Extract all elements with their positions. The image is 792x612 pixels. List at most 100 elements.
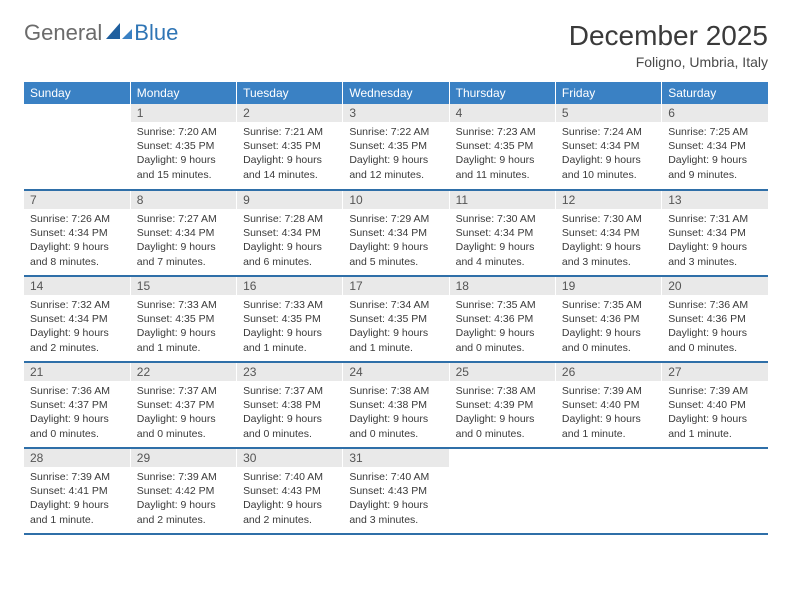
daylight-line: Daylight: 9 hours and 3 minutes.: [562, 240, 655, 268]
day-number: 18: [450, 277, 555, 295]
calendar-day-cell: 6Sunrise: 7:25 AMSunset: 4:34 PMDaylight…: [662, 104, 768, 190]
daylight-line: Daylight: 9 hours and 0 minutes.: [349, 412, 442, 440]
day-number: 30: [237, 449, 342, 467]
daylight-line: Daylight: 9 hours and 0 minutes.: [456, 326, 549, 354]
sunset-line: Sunset: 4:35 PM: [137, 139, 230, 153]
calendar-day-cell: 1Sunrise: 7:20 AMSunset: 4:35 PMDaylight…: [130, 104, 236, 190]
weekday-header-row: Sunday Monday Tuesday Wednesday Thursday…: [24, 82, 768, 104]
day-details: Sunrise: 7:40 AMSunset: 4:43 PMDaylight:…: [343, 467, 448, 531]
daylight-line: Daylight: 9 hours and 0 minutes.: [456, 412, 549, 440]
day-number: 26: [556, 363, 661, 381]
day-number: 11: [450, 191, 555, 209]
sunset-line: Sunset: 4:36 PM: [668, 312, 762, 326]
calendar-day-cell: 24Sunrise: 7:38 AMSunset: 4:38 PMDayligh…: [343, 362, 449, 448]
sunset-line: Sunset: 4:38 PM: [243, 398, 336, 412]
calendar-day-cell: [24, 104, 130, 190]
day-details: Sunrise: 7:33 AMSunset: 4:35 PMDaylight:…: [237, 295, 342, 359]
day-details: Sunrise: 7:37 AMSunset: 4:38 PMDaylight:…: [237, 381, 342, 445]
daylight-line: Daylight: 9 hours and 1 minute.: [30, 498, 124, 526]
sunrise-line: Sunrise: 7:28 AM: [243, 212, 336, 226]
sunrise-line: Sunrise: 7:21 AM: [243, 125, 336, 139]
day-details: Sunrise: 7:27 AMSunset: 4:34 PMDaylight:…: [131, 209, 236, 273]
calendar-week-row: 28Sunrise: 7:39 AMSunset: 4:41 PMDayligh…: [24, 448, 768, 534]
day-number: 24: [343, 363, 448, 381]
calendar-day-cell: 19Sunrise: 7:35 AMSunset: 4:36 PMDayligh…: [555, 276, 661, 362]
calendar-day-cell: 4Sunrise: 7:23 AMSunset: 4:35 PMDaylight…: [449, 104, 555, 190]
sunrise-line: Sunrise: 7:30 AM: [562, 212, 655, 226]
calendar-day-cell: 22Sunrise: 7:37 AMSunset: 4:37 PMDayligh…: [130, 362, 236, 448]
day-number: 9: [237, 191, 342, 209]
daylight-line: Daylight: 9 hours and 1 minute.: [137, 326, 230, 354]
sunrise-line: Sunrise: 7:31 AM: [668, 212, 762, 226]
day-details: Sunrise: 7:35 AMSunset: 4:36 PMDaylight:…: [556, 295, 661, 359]
sunrise-line: Sunrise: 7:25 AM: [668, 125, 762, 139]
day-details: Sunrise: 7:39 AMSunset: 4:41 PMDaylight:…: [24, 467, 130, 531]
day-number: 16: [237, 277, 342, 295]
day-number: 5: [556, 104, 661, 122]
day-number: 19: [556, 277, 661, 295]
calendar-day-cell: 21Sunrise: 7:36 AMSunset: 4:37 PMDayligh…: [24, 362, 130, 448]
sunset-line: Sunset: 4:34 PM: [137, 226, 230, 240]
sunrise-line: Sunrise: 7:29 AM: [349, 212, 442, 226]
calendar-day-cell: 26Sunrise: 7:39 AMSunset: 4:40 PMDayligh…: [555, 362, 661, 448]
day-details: Sunrise: 7:31 AMSunset: 4:34 PMDaylight:…: [662, 209, 768, 273]
sunrise-line: Sunrise: 7:39 AM: [30, 470, 124, 484]
calendar-day-cell: 15Sunrise: 7:33 AMSunset: 4:35 PMDayligh…: [130, 276, 236, 362]
sunrise-line: Sunrise: 7:20 AM: [137, 125, 230, 139]
calendar-day-cell: 14Sunrise: 7:32 AMSunset: 4:34 PMDayligh…: [24, 276, 130, 362]
calendar-week-row: 21Sunrise: 7:36 AMSunset: 4:37 PMDayligh…: [24, 362, 768, 448]
day-number: 1: [131, 104, 236, 122]
calendar-day-cell: 17Sunrise: 7:34 AMSunset: 4:35 PMDayligh…: [343, 276, 449, 362]
calendar-day-cell: 13Sunrise: 7:31 AMSunset: 4:34 PMDayligh…: [662, 190, 768, 276]
calendar-day-cell: 28Sunrise: 7:39 AMSunset: 4:41 PMDayligh…: [24, 448, 130, 534]
sunrise-line: Sunrise: 7:30 AM: [456, 212, 549, 226]
sunrise-line: Sunrise: 7:37 AM: [243, 384, 336, 398]
sunrise-line: Sunrise: 7:26 AM: [30, 212, 124, 226]
day-number: 13: [662, 191, 768, 209]
day-details: Sunrise: 7:37 AMSunset: 4:37 PMDaylight:…: [131, 381, 236, 445]
daylight-line: Daylight: 9 hours and 7 minutes.: [137, 240, 230, 268]
sunset-line: Sunset: 4:34 PM: [456, 226, 549, 240]
calendar-day-cell: 5Sunrise: 7:24 AMSunset: 4:34 PMDaylight…: [555, 104, 661, 190]
day-number: 15: [131, 277, 236, 295]
logo-text-blue: Blue: [134, 20, 178, 46]
calendar-day-cell: 31Sunrise: 7:40 AMSunset: 4:43 PMDayligh…: [343, 448, 449, 534]
day-details: Sunrise: 7:32 AMSunset: 4:34 PMDaylight:…: [24, 295, 130, 359]
sunset-line: Sunset: 4:36 PM: [562, 312, 655, 326]
daylight-line: Daylight: 9 hours and 10 minutes.: [562, 153, 655, 181]
weekday-header: Saturday: [662, 82, 768, 104]
calendar-day-cell: [449, 448, 555, 534]
sunrise-line: Sunrise: 7:24 AM: [562, 125, 655, 139]
sunrise-line: Sunrise: 7:32 AM: [30, 298, 124, 312]
day-number: 10: [343, 191, 448, 209]
calendar-day-cell: 12Sunrise: 7:30 AMSunset: 4:34 PMDayligh…: [555, 190, 661, 276]
day-number: 28: [24, 449, 130, 467]
sunset-line: Sunset: 4:35 PM: [243, 139, 336, 153]
day-number: 27: [662, 363, 768, 381]
calendar-day-cell: 16Sunrise: 7:33 AMSunset: 4:35 PMDayligh…: [237, 276, 343, 362]
sunrise-line: Sunrise: 7:37 AM: [137, 384, 230, 398]
day-details: Sunrise: 7:35 AMSunset: 4:36 PMDaylight:…: [450, 295, 555, 359]
sunrise-line: Sunrise: 7:36 AM: [30, 384, 124, 398]
calendar-day-cell: 8Sunrise: 7:27 AMSunset: 4:34 PMDaylight…: [130, 190, 236, 276]
day-details: Sunrise: 7:38 AMSunset: 4:39 PMDaylight:…: [450, 381, 555, 445]
sunset-line: Sunset: 4:40 PM: [562, 398, 655, 412]
sunrise-line: Sunrise: 7:27 AM: [137, 212, 230, 226]
sunset-line: Sunset: 4:41 PM: [30, 484, 124, 498]
sunset-line: Sunset: 4:34 PM: [349, 226, 442, 240]
day-number: 7: [24, 191, 130, 209]
day-details: Sunrise: 7:28 AMSunset: 4:34 PMDaylight:…: [237, 209, 342, 273]
day-details: Sunrise: 7:39 AMSunset: 4:42 PMDaylight:…: [131, 467, 236, 531]
sunset-line: Sunset: 4:35 PM: [349, 139, 442, 153]
title-block: December 2025 Foligno, Umbria, Italy: [569, 20, 768, 70]
daylight-line: Daylight: 9 hours and 6 minutes.: [243, 240, 336, 268]
sunrise-line: Sunrise: 7:39 AM: [137, 470, 230, 484]
day-details: Sunrise: 7:33 AMSunset: 4:35 PMDaylight:…: [131, 295, 236, 359]
day-details: Sunrise: 7:22 AMSunset: 4:35 PMDaylight:…: [343, 122, 448, 186]
day-number: 20: [662, 277, 768, 295]
day-number: 6: [662, 104, 768, 122]
calendar-day-cell: 18Sunrise: 7:35 AMSunset: 4:36 PMDayligh…: [449, 276, 555, 362]
calendar-week-row: 14Sunrise: 7:32 AMSunset: 4:34 PMDayligh…: [24, 276, 768, 362]
sunrise-line: Sunrise: 7:33 AM: [243, 298, 336, 312]
daylight-line: Daylight: 9 hours and 2 minutes.: [30, 326, 124, 354]
